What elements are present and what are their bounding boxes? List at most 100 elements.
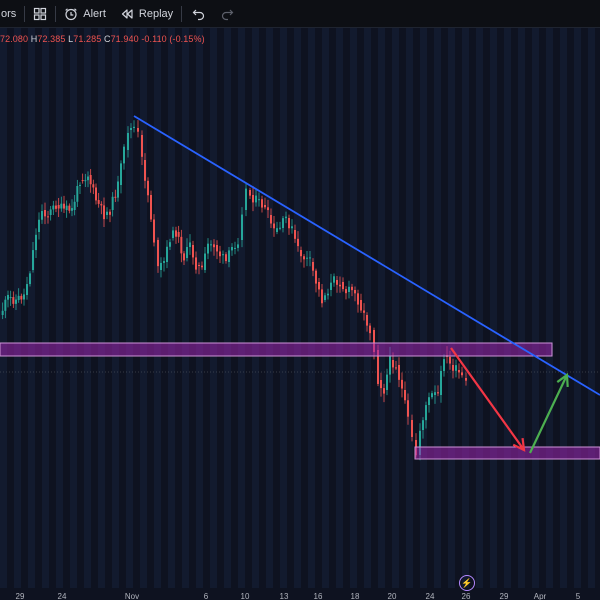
candle-body (133, 126, 135, 128)
candle-body (117, 181, 119, 198)
candle-body (189, 242, 191, 248)
candle-body (76, 186, 79, 202)
session-stripe (560, 28, 567, 588)
candle-body (141, 135, 143, 157)
candle-body (428, 397, 430, 405)
candle-body (411, 420, 413, 437)
session-stripe (252, 28, 259, 588)
candle-body (449, 356, 451, 364)
redo-icon[interactable] (220, 0, 234, 28)
session-stripe (434, 28, 441, 588)
session-stripe (546, 28, 553, 588)
candle-body (425, 405, 427, 421)
high-label: H (30, 34, 38, 44)
x-tick-label: 16 (313, 592, 323, 600)
alert-clock-icon (64, 7, 78, 21)
candle-body (81, 180, 84, 182)
candle-body (213, 244, 215, 248)
high-value: 72.385 (37, 34, 66, 44)
x-tick-label: 13 (279, 592, 289, 600)
candle-body (315, 270, 317, 284)
candle-body (452, 365, 454, 371)
candle-body (228, 250, 230, 262)
candle-body (4, 299, 7, 311)
candle-body (276, 228, 278, 232)
candle-body (333, 276, 335, 283)
candle-body (291, 226, 293, 229)
session-stripe (280, 28, 287, 588)
candle-body (195, 257, 197, 270)
undo-icon[interactable] (192, 0, 206, 28)
candle-body (106, 211, 108, 215)
replay-label: Replay (138, 7, 174, 20)
candle-body (401, 379, 403, 389)
x-tick-label: 26 (461, 592, 471, 600)
session-stripe (504, 28, 511, 588)
candle-body (175, 230, 177, 237)
candle-body (252, 195, 254, 203)
candle-body (97, 200, 100, 204)
candle-body (63, 203, 65, 209)
candle-body (270, 215, 272, 224)
session-stripe (378, 28, 385, 588)
resistance-zone (0, 342, 553, 357)
candle-body (351, 286, 353, 291)
candle-body (84, 180, 87, 182)
candle-body (157, 240, 159, 267)
candle-body (431, 393, 433, 398)
alert-label: Alert (83, 7, 106, 20)
candle-body (29, 273, 31, 285)
session-stripe (490, 28, 497, 588)
candle-body (123, 146, 125, 164)
alert-button[interactable]: Alert (64, 0, 106, 28)
indicators-button[interactable]: ors (1, 7, 17, 20)
candle-body (440, 370, 442, 395)
open-value: 72.080 (0, 34, 29, 44)
change-value: -0.110 (-0.15%) (141, 34, 205, 44)
session-stripe (0, 28, 7, 588)
candle-body (312, 262, 314, 271)
x-tick-label: 20 (387, 592, 397, 600)
candle-body (79, 184, 81, 187)
projection-down-arrow-head (512, 437, 526, 452)
candle-body (282, 218, 284, 228)
replay-icon (120, 7, 134, 21)
candle-body (288, 218, 290, 229)
session-stripe (98, 28, 105, 588)
candle-body (369, 325, 371, 334)
x-tick-label: 10 (240, 592, 250, 600)
candle-body (130, 127, 132, 130)
candle-body (192, 245, 194, 258)
candle-body (455, 365, 457, 371)
candle-body (377, 350, 379, 384)
candle-body (109, 211, 111, 215)
candle-body (17, 295, 20, 300)
candle-body (306, 257, 308, 259)
x-tick-label: 5 (575, 592, 581, 600)
toolbar-divider (24, 5, 26, 22)
candle-body (9, 297, 12, 299)
top-toolbar: ors Alert Replay (0, 0, 600, 28)
session-stripe (196, 28, 203, 588)
layout-grid-icon[interactable] (33, 0, 47, 28)
candle-body (419, 430, 421, 455)
projection-up-arrow-head (556, 372, 569, 388)
candle-body (267, 207, 269, 211)
candle-body (49, 209, 52, 215)
candle-body (357, 293, 359, 305)
lightning-icon[interactable]: ⚡ (459, 575, 475, 591)
replay-button[interactable]: Replay (120, 0, 173, 28)
support-zone (414, 446, 600, 460)
candle-body (68, 205, 71, 211)
candle-body (258, 199, 260, 201)
candle-body (422, 420, 424, 430)
candle-body (407, 400, 409, 417)
candle-body (204, 253, 206, 270)
time-axis[interactable] (0, 590, 600, 600)
candle-body (26, 284, 28, 295)
candle-body (137, 128, 139, 132)
candle-body (321, 289, 323, 304)
candle-body (153, 219, 155, 243)
